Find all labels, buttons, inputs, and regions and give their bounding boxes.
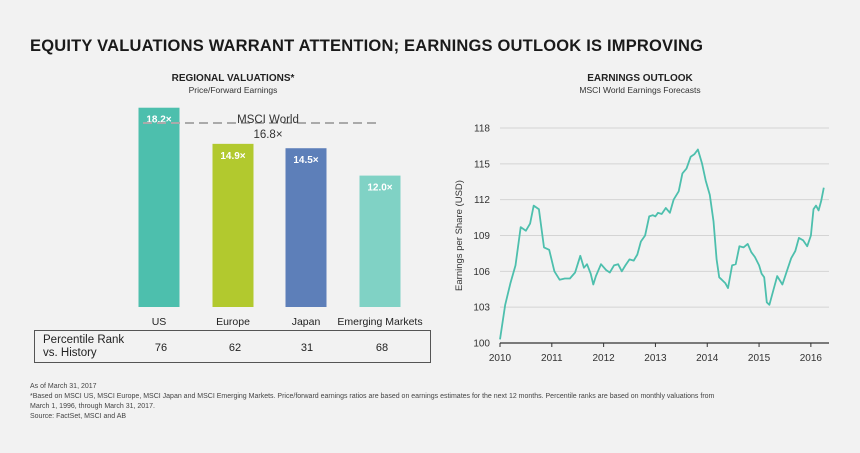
footnote-period: March 1, 1996, through March 31, 2017. (30, 403, 155, 410)
percentile-rank-label-line1: Percentile Rank (43, 334, 125, 346)
percentile-rank-label-line2: vs. History (43, 347, 97, 359)
main-title: EQUITY VALUATIONS WARRANT ATTENTION; EAR… (30, 37, 704, 55)
x-tick-label: 2015 (748, 353, 771, 364)
bar-value-label: 18.2× (146, 115, 171, 126)
x-tick-label: 2013 (644, 353, 667, 364)
bar-europe (212, 143, 254, 307)
rank-value-europe: 62 (228, 342, 242, 354)
y-tick-label: 118 (474, 124, 490, 135)
bar-value-label: 12.0× (367, 183, 392, 194)
percentile-rank-table: Percentile Rank vs. History 76 62 31 68 (34, 330, 431, 363)
y-tick-label: 100 (473, 339, 490, 350)
bar-category-label: Emerging Markets (337, 316, 422, 328)
line-chart: 100 103 106 109 112 115 118 2010 2011 2012 2013 201… (454, 124, 829, 364)
bar-category-label: Europe (216, 316, 250, 328)
right-panel-subtitle: MSCI World Earnings Forecasts (579, 85, 701, 95)
earnings-forecast-line (499, 148, 825, 340)
bar-value-label: 14.9× (220, 151, 245, 162)
x-tick-label: 2014 (696, 353, 719, 364)
x-tick-label: 2016 (800, 353, 823, 364)
bar-emerging-markets (359, 175, 401, 307)
y-tick-label: 103 (473, 303, 490, 314)
msci-world-label: MSCI World (237, 114, 299, 126)
footnote-basis: *Based on MSCI US, MSCI Europe, MSCI Jap… (30, 393, 715, 400)
bar-value-label: 14.5× (293, 155, 318, 166)
y-tick-label: 115 (474, 159, 490, 170)
msci-world-value: 16.8× (253, 129, 282, 141)
bar-us (138, 107, 180, 308)
y-tick-label: 112 (474, 195, 490, 206)
right-panel-title: EARNINGS OUTLOOK (587, 73, 693, 84)
rank-value-emerging-markets: 68 (375, 342, 389, 354)
left-panel-subtitle: Price/Forward Earnings (188, 85, 278, 95)
y-tick-label: 106 (473, 267, 490, 278)
x-tick-label: 2010 (489, 353, 512, 364)
bar-japan (285, 148, 327, 307)
percentile-rank-label: Percentile Rank vs. History (43, 334, 124, 360)
bar-category-label: US (152, 316, 167, 328)
footnote-source: Source: FactSet, MSCI and AB (30, 413, 127, 420)
rank-value-japan: 31 (300, 342, 314, 354)
x-tick-label: 2011 (541, 353, 563, 364)
y-tick-label: 109 (473, 231, 490, 242)
bar-chart: 18.2× US 14.9× Europe 14.5× Japan 12.0× Emergin… (138, 107, 423, 328)
y-axis-label: Earnings per Share (USD) (454, 180, 465, 291)
rank-value-us: 76 (154, 342, 168, 354)
left-panel-title: REGIONAL VALUATIONS* (171, 73, 295, 84)
bar-category-label: Japan (292, 316, 321, 328)
footnote-date: As of March 31, 2017 (30, 383, 97, 390)
x-tick-label: 2012 (592, 353, 615, 364)
